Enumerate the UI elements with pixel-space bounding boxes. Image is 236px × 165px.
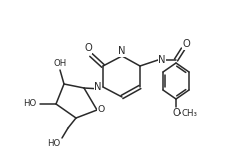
Text: O: O xyxy=(84,43,92,53)
Text: N: N xyxy=(118,46,126,56)
Text: O: O xyxy=(172,108,180,118)
Text: HO: HO xyxy=(47,139,61,148)
Text: O: O xyxy=(182,39,190,49)
Text: CH₃: CH₃ xyxy=(181,109,197,117)
Text: O: O xyxy=(97,105,105,115)
Text: OH: OH xyxy=(53,59,67,67)
Text: N: N xyxy=(158,55,166,65)
Text: HO: HO xyxy=(23,99,37,109)
Text: N: N xyxy=(94,82,102,92)
